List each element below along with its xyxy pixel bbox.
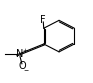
Text: F: F xyxy=(40,15,46,25)
Text: N: N xyxy=(16,49,24,59)
Text: +: + xyxy=(22,48,27,53)
Text: O: O xyxy=(18,61,26,71)
Text: −: − xyxy=(24,67,29,72)
